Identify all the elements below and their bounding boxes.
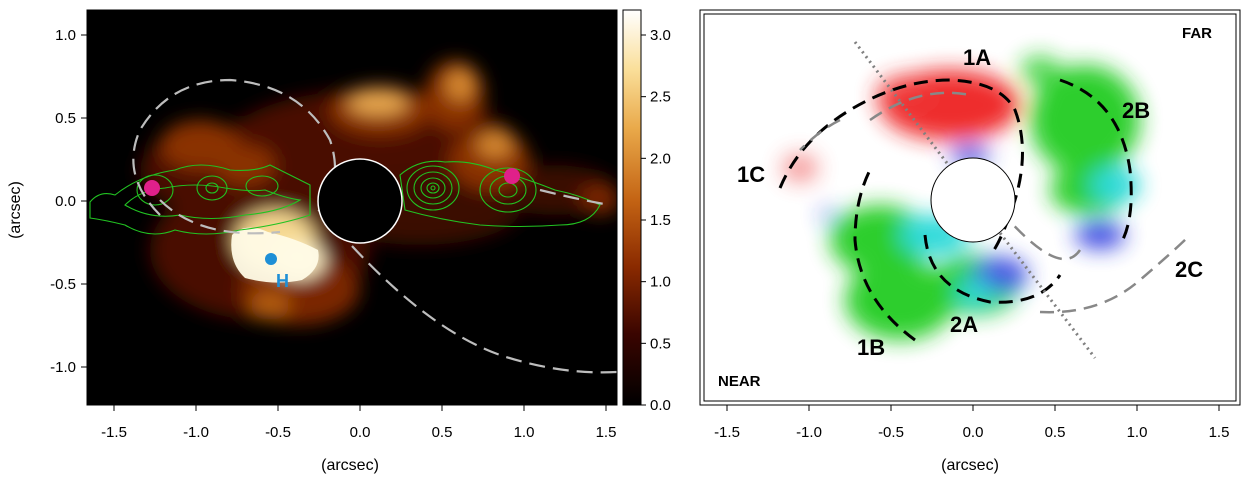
left-x-axis-title: (arcsec): [321, 457, 379, 474]
region-label-2a: 2A: [950, 312, 978, 337]
left-x-tick-label: -0.5: [265, 424, 291, 441]
left-plot-frame: [86, 9, 618, 406]
coronagraph-mask-right: [930, 157, 1016, 243]
left-y-tick-label: -0.5: [50, 276, 76, 293]
right-x-tick-label: -0.5: [878, 424, 904, 441]
colorbar-tick-label: 2.5: [650, 89, 671, 106]
colorbar-ticks: 3.0 2.5 2.0 1.5 1.0 0.5 0.0: [641, 27, 671, 414]
far-label: FAR: [1182, 25, 1212, 42]
right-x-tick-label: 1.0: [1127, 424, 1148, 441]
region-label-2b: 2B: [1122, 98, 1150, 123]
coronagraph-mask: [317, 158, 403, 244]
colorbar-tick-label: 1.0: [650, 274, 671, 291]
left-x-tick-label: 1.5: [596, 424, 617, 441]
intensity-map: [89, 60, 617, 374]
colorbar-tick-label: 0.0: [650, 397, 671, 414]
blue-marker: [265, 253, 277, 265]
right-x-tick-label: -1.5: [714, 424, 740, 441]
right-panel: 1A 1B 1C 2A 2B 2C FAR NEAR -1.5 -1.0 -0.5 0…: [699, 9, 1241, 474]
ellipse-guides: [132, 78, 617, 374]
left-y-tick-label: 0.5: [55, 110, 76, 127]
region-label-1a: 1A: [963, 45, 991, 70]
right-x-axis-title: (arcsec): [941, 457, 999, 474]
left-x-tick-label: -1.5: [101, 424, 127, 441]
left-y-tick-label: 0.0: [55, 193, 76, 210]
left-x-axis: -1.5 -1.0 -0.5 0.0 0.5 1.0 1.5: [101, 405, 616, 441]
colorbar-tick-label: 2.0: [650, 150, 671, 167]
left-y-axis: 1.0 0.5 0.0 -0.5 -1.0: [50, 27, 87, 376]
magenta-marker-left: [144, 180, 160, 196]
left-y-axis-title: (arcsec): [7, 181, 24, 239]
magenta-marker-right: [504, 168, 520, 184]
right-x-tick-label: 1.5: [1209, 424, 1230, 441]
right-x-tick-label: -1.0: [796, 424, 822, 441]
right-x-tick-label: 0.0: [963, 424, 984, 441]
region-label-2c: 2C: [1175, 257, 1203, 282]
colorbar: [622, 9, 642, 406]
left-panel: H 3.0 2.5 2.0 1.5 1.0 0.5 0.0 -1.5 -1.0 -0.5 0.0 0…: [7, 9, 671, 474]
right-x-tick-label: 0.5: [1045, 424, 1066, 441]
near-label: NEAR: [718, 373, 761, 390]
colorbar-tick-label: 1.5: [650, 212, 671, 229]
left-x-tick-label: 0.0: [350, 424, 371, 441]
left-y-tick-label: -1.0: [50, 359, 76, 376]
left-y-tick-label: 1.0: [55, 27, 76, 44]
gray-dashed-arcs: [799, 91, 1191, 314]
contours: [89, 160, 601, 235]
region-label-1b: 1B: [857, 335, 885, 360]
right-x-axis: -1.5 -1.0 -0.5 0.0 0.5 1.0 1.5: [714, 405, 1229, 441]
left-x-tick-label: 0.5: [432, 424, 453, 441]
marker-label-h: H: [276, 271, 289, 291]
colorbar-tick-label: 0.5: [650, 335, 671, 352]
region-label-1c: 1C: [737, 162, 765, 187]
left-x-tick-label: 1.0: [514, 424, 535, 441]
colorbar-tick-label: 3.0: [650, 27, 671, 44]
left-x-tick-label: -1.0: [183, 424, 209, 441]
velocity-map: [778, 41, 1191, 359]
